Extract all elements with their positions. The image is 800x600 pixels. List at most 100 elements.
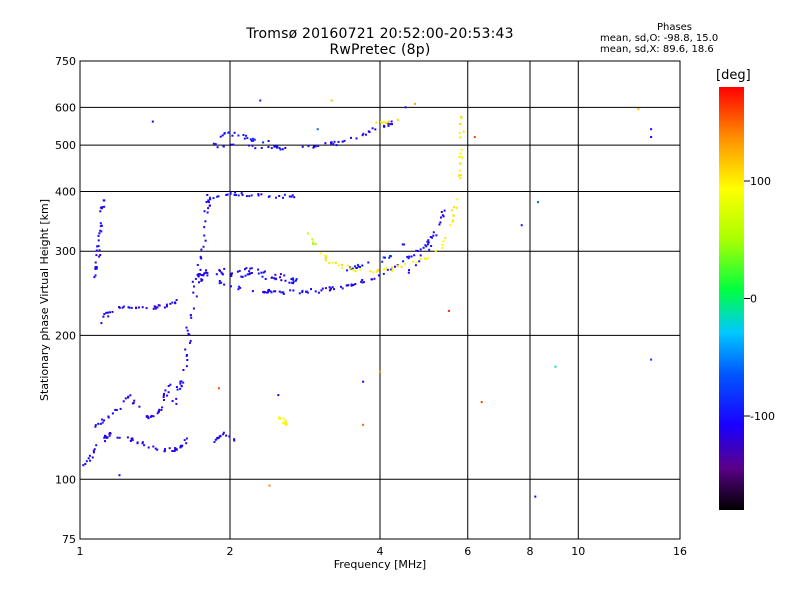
data-point [251, 144, 254, 147]
data-point [282, 291, 285, 294]
y-axis-label: Stationary phase Virtual Height [km] [38, 199, 51, 401]
data-point [382, 272, 385, 275]
data-point [104, 440, 106, 443]
data-point [248, 270, 251, 273]
y-tick-label: 400 [55, 185, 76, 198]
data-point [277, 394, 280, 397]
data-point [292, 278, 295, 281]
colorbar-tick-label: -100 [750, 410, 775, 423]
data-point [184, 348, 187, 351]
data-point [289, 289, 292, 292]
data-point [215, 273, 218, 276]
data-point [223, 267, 226, 270]
data-point [276, 146, 279, 149]
data-point [425, 258, 428, 260]
data-point [335, 144, 338, 147]
data-point [232, 143, 235, 146]
data-point [460, 115, 463, 118]
data-point [191, 280, 194, 283]
data-point [145, 307, 148, 310]
colorbar-unit-label: [deg] [716, 68, 751, 83]
data-point [203, 272, 206, 275]
data-point [268, 484, 271, 487]
data-point [97, 234, 100, 237]
data-point [637, 108, 640, 111]
x-tick-label: 6 [464, 545, 471, 558]
data-point [259, 99, 262, 102]
data-point [306, 232, 309, 235]
data-point [264, 278, 267, 280]
data-point [390, 268, 393, 271]
data-point [388, 256, 391, 259]
data-point [252, 139, 255, 142]
data-point [280, 291, 283, 294]
data-point [205, 269, 207, 272]
data-point [330, 287, 332, 290]
data-point [99, 225, 102, 228]
data-point [229, 191, 232, 194]
y-tick-label: 500 [55, 139, 76, 152]
data-point [175, 448, 178, 451]
data-point [288, 195, 291, 198]
data-point [330, 142, 333, 145]
data-point [331, 261, 334, 264]
data-point [375, 121, 378, 124]
data-point [171, 301, 174, 304]
data-point [179, 446, 182, 449]
data-point [267, 195, 270, 198]
data-point [176, 388, 179, 391]
data-point [94, 266, 97, 268]
data-point [418, 260, 421, 263]
data-point [410, 255, 413, 258]
data-point [217, 436, 220, 439]
data-point [118, 436, 121, 439]
data-point [174, 302, 177, 305]
data-point [434, 250, 437, 253]
y-tick-label: 300 [55, 245, 76, 258]
data-point [441, 214, 444, 217]
data-point [167, 391, 170, 394]
data-point [154, 447, 157, 450]
data-point [95, 444, 98, 447]
data-point [116, 436, 119, 439]
data-point [131, 439, 134, 442]
data-point [534, 495, 537, 498]
data-point [390, 120, 393, 123]
data-point [290, 281, 293, 284]
data-point [427, 241, 430, 244]
data-point [284, 419, 287, 422]
data-point [88, 454, 91, 457]
data-point [188, 333, 191, 336]
data-point [350, 136, 352, 139]
data-point [221, 134, 224, 137]
data-point [219, 269, 221, 272]
data-point [127, 396, 129, 399]
data-point [222, 433, 225, 436]
data-point [143, 444, 146, 447]
data-point [319, 252, 322, 255]
data-point [278, 290, 281, 293]
data-point [233, 193, 236, 196]
data-point [87, 457, 90, 460]
data-point [141, 306, 144, 309]
data-point [133, 399, 136, 402]
data-point [350, 283, 353, 286]
data-point [372, 271, 375, 274]
data-point [292, 289, 295, 292]
data-point [343, 139, 346, 142]
data-point [103, 436, 106, 439]
data-point [429, 236, 432, 238]
data-point [385, 122, 388, 124]
data-point [95, 267, 98, 270]
data-point [135, 307, 138, 310]
data-point [95, 249, 98, 252]
data-point [311, 238, 314, 241]
data-point [248, 144, 250, 147]
data-point [269, 290, 272, 293]
data-point [198, 281, 200, 284]
data-point [413, 254, 416, 257]
data-point [156, 412, 159, 415]
data-point [221, 273, 224, 276]
data-point [292, 282, 295, 285]
